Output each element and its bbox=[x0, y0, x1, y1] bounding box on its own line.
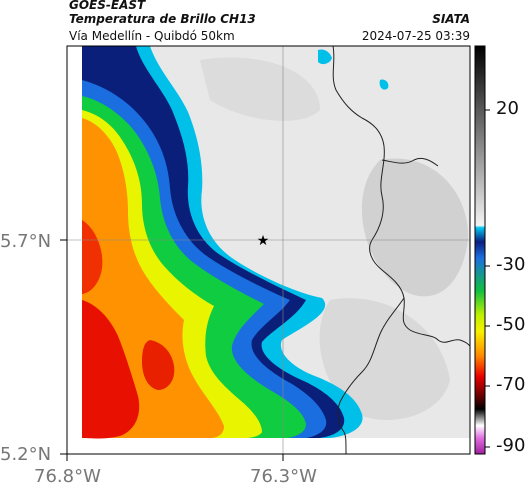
lon-label-76.3: 76.3°W bbox=[250, 466, 317, 487]
gray-patch-south bbox=[319, 298, 450, 420]
border-line bbox=[332, 45, 471, 347]
cloud-core-red-3 bbox=[142, 340, 175, 390]
lat-label-5.2: 5.2°N bbox=[0, 444, 52, 465]
colorbar-label-20: 20 bbox=[496, 98, 519, 119]
cloud-speck-cyan-2 bbox=[379, 79, 389, 90]
satellite-title: GOES-EAST bbox=[69, 0, 146, 12]
cloud-core-red bbox=[82, 300, 140, 439]
region-subtitle: Vía Medellín - Quibdó 50km bbox=[69, 29, 235, 43]
gray-patch-north bbox=[200, 57, 320, 121]
cloud-speck-cyan bbox=[318, 49, 332, 65]
border-line-3 bbox=[381, 157, 439, 167]
colorbar-label-m90: -90 bbox=[496, 435, 526, 456]
datetime-label: 2024-07-25 03:39 bbox=[361, 29, 470, 43]
product-title: Temperatura de Brillo CH13 bbox=[69, 12, 256, 26]
border-line-2 bbox=[337, 297, 405, 455]
plot-frame bbox=[66, 45, 471, 455]
star-icon: ★ bbox=[257, 233, 270, 249]
cloud-core-red-2 bbox=[82, 220, 103, 294]
colorbar bbox=[474, 45, 486, 455]
lat-label-5.7: 5.7°N bbox=[0, 231, 52, 252]
colorbar-label-m70: -70 bbox=[496, 374, 526, 395]
gray-patch-east bbox=[361, 158, 469, 297]
colorbar-label-m30: -30 bbox=[496, 254, 526, 275]
colorbar-label-m50: -50 bbox=[496, 314, 526, 335]
lon-label-76.8: 76.8°W bbox=[34, 466, 101, 487]
source-label: SIATA bbox=[432, 12, 470, 26]
